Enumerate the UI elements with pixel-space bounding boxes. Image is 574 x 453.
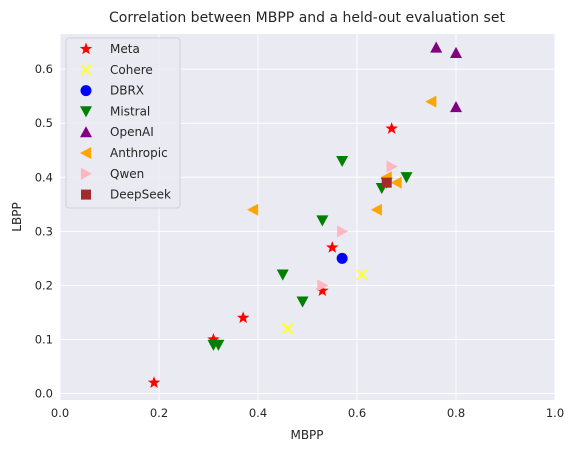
legend-box [65,37,181,209]
legend-marker-qwen [80,167,92,180]
data-point-cohere [356,268,368,281]
data-point-openai [450,100,462,113]
data-point-mistral [316,215,329,227]
data-point-meta [236,311,250,324]
data-point-cohere [281,322,294,335]
data-point-mistral [296,296,309,308]
legend-label-deepseek: DeepSeek [110,188,171,202]
y-tick-label: 0.5 [35,116,53,130]
y-tick-label: 0.1 [35,332,53,346]
x-tick-label: 0.6 [348,406,366,420]
legend-label-cohere: Cohere [110,63,153,77]
data-point-anthropic [425,95,437,108]
legend-label-mistral: Mistral [110,104,150,118]
axis-ticks: 0.0 0.2 0.4 0.6 0.8 1.0 0.0 0.1 0.2 0.3 0.4 0.5 0.6 [35,62,564,420]
legend-label-anthropic: Anthropic [110,146,168,160]
legend-label-meta: Meta [110,42,140,56]
y-axis-label: LBPP [10,202,24,231]
chart-title: Correlation between MBPP and a held-out … [109,10,505,26]
data-point-meta [316,284,329,297]
y-tick-label: 0.3 [35,224,53,238]
legend-label-openai: OpenAI [110,125,154,139]
y-tick-label: 0.6 [35,62,53,76]
y-tick-label: 0.2 [35,278,53,292]
x-tick-label: 0.2 [150,406,168,420]
data-point-mistral [336,155,349,168]
data-point-mistral [400,172,413,184]
legend-marker-mistral [80,106,92,118]
legend-marker-meta [79,42,93,55]
data-point-meta [385,122,398,134]
data-point-openai [430,41,443,53]
legend-marker-anthropic [80,147,92,159]
data-point-qwen [317,279,329,292]
legend-label-qwen: Qwen [110,167,144,181]
x-tick-label: 0.0 [51,406,69,420]
data-point-qwen [386,160,398,173]
data-point-mistral [212,339,225,351]
x-tick-label: 0.8 [447,406,465,420]
legend-marker-deepseek [81,189,91,200]
data-point-openai [450,46,462,59]
data-point-mistral [276,269,289,281]
x-axis-label: MBPP [290,428,323,442]
legend-marker-cohere [80,64,92,76]
legend-marker-dbrx [80,85,92,97]
data-point-dbrx [336,252,348,264]
data-point-anthropic [390,176,402,189]
legend-label-dbrx: DBRX [110,84,144,98]
data-points [147,41,462,388]
x-tick-label: 0.4 [249,406,267,420]
data-point-meta [147,376,161,388]
grid [59,34,556,400]
data-point-anthropic [370,203,382,216]
data-point-meta [207,332,220,345]
data-point-qwen [337,225,349,238]
x-tick-label: 1.0 [546,406,564,420]
data-point-meta [326,241,339,253]
y-tick-label: 0.0 [35,387,53,401]
data-point-deepseek [381,177,392,188]
legend-marker-openai [80,126,92,138]
y-tick-label: 0.4 [35,170,53,184]
data-point-anthropic [247,203,259,216]
legend: Meta Cohere DBRX Mistral OpenAI Anthropic Qwen… [65,37,181,209]
